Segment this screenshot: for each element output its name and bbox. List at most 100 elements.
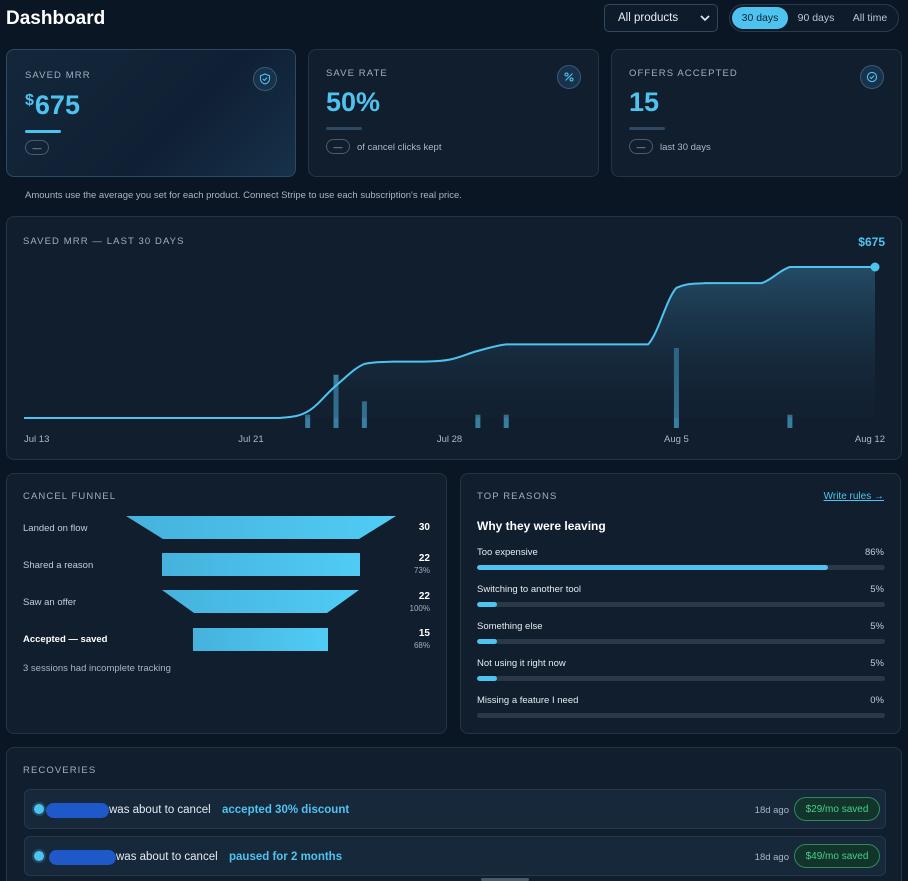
recovery-action: accepted 30% discount xyxy=(222,804,350,816)
recovery-row[interactable]: was about to cancel paused for 2 months … xyxy=(24,836,886,876)
stat-card-offers-accepted: OFFERS ACCEPTED 15 — last 30 days xyxy=(611,49,902,177)
page-title: Dashboard xyxy=(6,8,106,29)
cancel-funnel-card: CANCEL FUNNEL Landed on flow 30 Shared a… xyxy=(6,473,447,734)
product-select-value: All products xyxy=(618,12,679,24)
x-axis-label: Aug 5 xyxy=(664,434,689,445)
x-axis-label: Jul 21 xyxy=(238,434,263,445)
range-all-time-button[interactable]: All time xyxy=(852,12,888,24)
saved-mrr-endpoint xyxy=(870,262,880,272)
write-rules-link[interactable]: Write rules → xyxy=(823,491,884,502)
daily-saves-bar xyxy=(305,414,311,428)
funnel-note: 3 sessions had incomplete tracking xyxy=(23,663,171,674)
funnel-graphic xyxy=(126,516,396,651)
x-axis-label: Aug 12 xyxy=(855,434,885,445)
product-select[interactable]: All products xyxy=(604,4,718,32)
funnel-step-count: 22 xyxy=(418,591,430,602)
saved-amount-badge: $29/mo saved xyxy=(794,797,880,821)
top-reasons-card: TOP REASONS Write rules → Why they were … xyxy=(460,473,901,734)
reason-bar-track xyxy=(477,602,885,607)
chevron-down-icon xyxy=(700,15,710,22)
stat-card-saved-mrr: SAVED MRR $675 — xyxy=(6,49,296,177)
reason-pct: 5% xyxy=(870,621,884,632)
saved-mrr-chart: Jul 13 Jul 21 Jul 28 Aug 5 Aug 12 xyxy=(24,262,885,445)
stat-value: 50% xyxy=(326,87,381,117)
reason-bar-track xyxy=(477,713,885,718)
reason-pct: 0% xyxy=(870,695,884,706)
funnel-step-label: Shared a reason xyxy=(23,560,94,571)
funnel-step-count: 30 xyxy=(418,522,430,533)
stat-trend-pill: — xyxy=(629,139,653,154)
reason-bar-track xyxy=(477,639,885,644)
reason-bar-track xyxy=(477,565,885,570)
check-circle-icon xyxy=(860,65,884,89)
reason-label: Too expensive xyxy=(477,547,538,558)
reason-label: Not using it right now xyxy=(477,658,566,669)
daily-saves-bar xyxy=(503,414,509,428)
x-axis-label: Jul 28 xyxy=(437,434,462,445)
x-axis-label: Jul 13 xyxy=(24,434,49,445)
stat-label: SAVED MRR xyxy=(25,70,91,81)
scroll-handle[interactable] xyxy=(481,878,529,881)
recovery-action: paused for 2 months xyxy=(229,851,343,863)
stat-value: 15 xyxy=(629,87,660,117)
percent-icon xyxy=(557,65,581,89)
pricing-note: Amounts use the average you set for each… xyxy=(25,190,462,201)
stat-underline xyxy=(326,127,362,130)
stat-label: SAVE RATE xyxy=(326,68,388,79)
shield-check-icon xyxy=(253,67,277,91)
reason-bar-fill xyxy=(477,676,498,681)
recovery-status-dot xyxy=(34,851,44,861)
saved-mrr-line xyxy=(24,266,875,419)
reasons-title: TOP REASONS xyxy=(477,491,558,502)
recovery-text: was about to cancel xyxy=(116,851,218,863)
reason-pct: 86% xyxy=(864,547,884,558)
reason-bar-fill xyxy=(477,565,828,570)
daily-saves-bar xyxy=(475,414,481,428)
reason-bar-track xyxy=(477,676,885,681)
recoveries-title: RECOVERIES xyxy=(23,765,97,776)
funnel-step-pct: 68% xyxy=(413,641,430,650)
stat-subtext: last 30 days xyxy=(660,142,711,153)
stat-card-save-rate: SAVE RATE 50% — of cancel clicks kept xyxy=(308,49,599,177)
reason-pct: 5% xyxy=(870,584,884,595)
recovery-time: 18d ago xyxy=(754,805,789,816)
funnel-step-pct: 100% xyxy=(409,604,430,613)
currency-symbol: $ xyxy=(25,92,34,109)
reason-label: Switching to another tool xyxy=(477,584,582,595)
funnel-step-count: 22 xyxy=(418,553,430,564)
date-range-toggle: 30 days 90 days All time xyxy=(729,4,899,32)
funnel-step-label: Accepted — saved xyxy=(23,634,108,645)
range-30-days-button[interactable]: 30 days xyxy=(732,7,788,29)
saved-amount-badge: $49/mo saved xyxy=(794,844,880,868)
funnel-title: CANCEL FUNNEL xyxy=(23,491,117,502)
redacted-customer-name xyxy=(46,803,109,818)
redacted-customer-name xyxy=(49,850,116,865)
saved-mrr-area xyxy=(24,267,875,418)
stat-trend-pill: — xyxy=(25,140,49,155)
funnel-step-reason xyxy=(162,553,360,576)
stat-label: OFFERS ACCEPTED xyxy=(629,68,738,79)
funnel-step-offer xyxy=(162,590,359,613)
reason-pct: 5% xyxy=(870,658,884,669)
reason-label: Something else xyxy=(477,621,543,632)
chart-total: $675 xyxy=(858,235,885,249)
recoveries-card: RECOVERIES was about to cancel accepted … xyxy=(6,747,902,881)
funnel-step-pct: 73% xyxy=(413,566,430,575)
chart-title: SAVED MRR — LAST 30 DAYS xyxy=(23,236,185,247)
reasons-heading: Why they were leaving xyxy=(477,519,606,533)
funnel-step-accepted xyxy=(193,628,328,651)
stat-subtext: of cancel clicks kept xyxy=(357,142,442,153)
recovery-row[interactable]: was about to cancel accepted 30% discoun… xyxy=(24,789,886,829)
funnel-step-count: 15 xyxy=(418,628,430,639)
funnel-step-landed xyxy=(126,516,396,539)
daily-saves-bar xyxy=(787,414,793,428)
funnel-step-label: Landed on flow xyxy=(23,523,88,534)
stat-underline xyxy=(25,130,61,133)
recovery-status-dot xyxy=(34,804,44,814)
stat-value: $675 xyxy=(25,90,80,120)
saved-mrr-chart-card: Jul 13 Jul 21 Jul 28 Aug 5 Aug 12 SAVED MRR … xyxy=(6,216,902,460)
reason-label: Missing a feature I need xyxy=(477,695,579,706)
funnel-step-label: Saw an offer xyxy=(23,597,77,608)
recovery-text: was about to cancel xyxy=(109,804,211,816)
range-90-days-button[interactable]: 90 days xyxy=(797,12,835,24)
